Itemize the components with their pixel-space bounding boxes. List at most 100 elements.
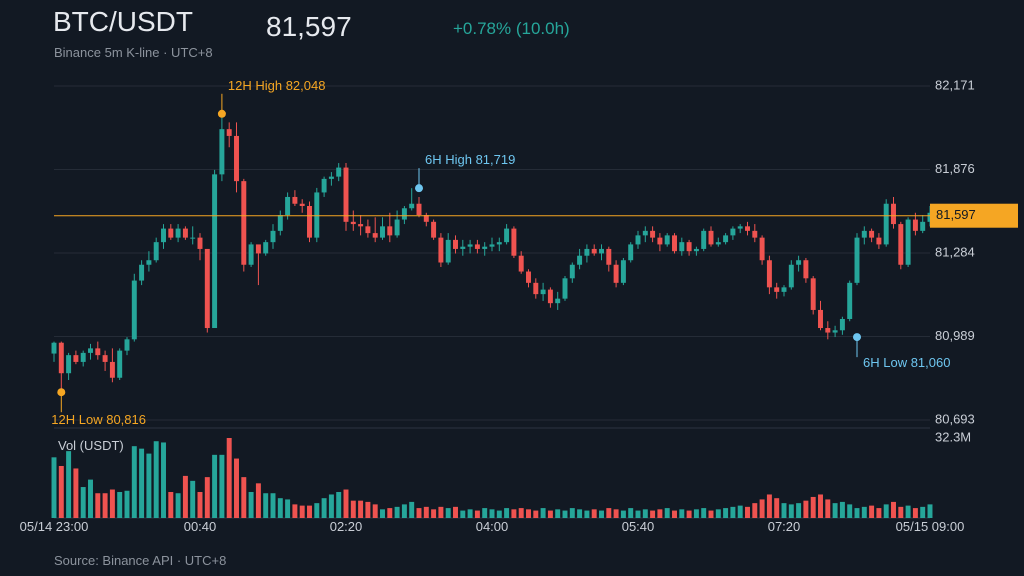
- candle-body: [869, 230, 875, 238]
- volume-bar: [547, 510, 553, 518]
- candle-body: [423, 215, 429, 222]
- candle-body: [577, 255, 583, 265]
- candle-body: [139, 264, 145, 281]
- volume-bar: [350, 500, 356, 518]
- candle-body: [263, 242, 269, 254]
- volume-bar: [701, 508, 707, 518]
- candle-body: [774, 287, 780, 292]
- candle-body: [920, 221, 926, 231]
- candle-body: [642, 230, 648, 236]
- candle-body: [102, 355, 108, 362]
- current-price-label: 81,597: [936, 207, 976, 222]
- candle-body: [270, 230, 276, 243]
- volume-bar: [708, 510, 714, 518]
- volume-bar: [591, 509, 597, 518]
- candle-body: [686, 242, 692, 252]
- chart-subtitle: Binance 5m K-line · UTC+8: [54, 45, 213, 60]
- candle-body: [818, 309, 823, 329]
- volume-bar: [686, 510, 692, 518]
- candle-body: [314, 192, 320, 238]
- volume-bar: [394, 506, 400, 518]
- volume-bar: [832, 503, 838, 518]
- candle-body: [766, 260, 772, 288]
- volume-bar: [190, 480, 196, 518]
- volume-bar: [292, 504, 298, 518]
- y-tick-label: 80,989: [935, 328, 975, 343]
- volume-bar: [496, 510, 502, 518]
- volume-bar: [372, 504, 378, 518]
- candle-body: [292, 196, 298, 204]
- candle-body: [190, 237, 196, 239]
- y-tick-label: 81,876: [935, 161, 975, 176]
- volume-bar: [620, 510, 626, 518]
- volume-bar: [569, 508, 575, 518]
- volume-bar: [175, 493, 181, 518]
- volume-bar: [336, 491, 342, 518]
- candle-body: [336, 167, 342, 177]
- candle-body: [533, 282, 539, 295]
- annotation-marker: [57, 388, 66, 397]
- candle-body: [394, 219, 400, 236]
- volume-bar: [248, 491, 254, 518]
- x-tick-label: 05:40: [622, 519, 655, 534]
- volume-bar: [182, 475, 188, 518]
- volume-bar: [584, 510, 590, 518]
- volume-bar: [285, 499, 291, 518]
- volume-bar: [825, 499, 831, 518]
- candle-body: [518, 255, 524, 272]
- volume-bar: [460, 510, 466, 518]
- candle-body: [175, 228, 181, 238]
- volume-bar: [197, 491, 203, 518]
- volume-bar: [518, 508, 524, 518]
- volume-bar: [453, 506, 458, 518]
- volume-bar: [153, 441, 159, 518]
- volume-bar: [854, 508, 860, 518]
- candle-body: [496, 242, 502, 245]
- volume-bar: [168, 491, 174, 518]
- volume-bar: [723, 508, 729, 518]
- volume-bar: [511, 509, 517, 518]
- candle-body: [569, 264, 575, 279]
- axes: 82,171 81,876 81,284 80,989 80,693 Vol (USDT)…: [20, 77, 975, 534]
- candle-body: [255, 244, 261, 254]
- volume-bar: [869, 505, 875, 518]
- candle-body: [825, 328, 831, 333]
- volume-bar: [745, 506, 750, 518]
- candle-body: [759, 237, 765, 261]
- volume-bar: [314, 503, 320, 518]
- volume-bar: [599, 510, 604, 518]
- candle-body: [788, 264, 794, 288]
- candle-body: [117, 350, 123, 378]
- volume-bar: [219, 454, 225, 518]
- candle-body: [664, 235, 670, 245]
- volume-bar: [533, 510, 539, 518]
- volume-bar: [226, 438, 232, 518]
- volume-bar: [401, 504, 407, 518]
- volume-bar: [328, 494, 334, 518]
- candle-body: [80, 352, 86, 362]
- volume-bar: [766, 494, 772, 518]
- annotation-marker: [853, 333, 861, 342]
- volume-bar: [657, 509, 663, 518]
- volume-bar: [80, 487, 86, 518]
- candle-body: [591, 248, 597, 254]
- candles: [51, 113, 933, 393]
- volume-bar: [920, 506, 926, 518]
- x-tick-label: 00:40: [184, 519, 217, 534]
- candle-body: [657, 237, 663, 245]
- annotation-label: 6H High 81,719: [425, 152, 515, 167]
- candle-body: [460, 246, 466, 249]
- volume-bar: [416, 508, 422, 518]
- candle-body: [124, 339, 130, 351]
- candle-body: [562, 278, 568, 299]
- candle-body: [555, 298, 561, 304]
- volume-bar: [847, 504, 853, 518]
- candle-body: [781, 287, 787, 292]
- candle-body: [730, 228, 736, 236]
- candle-body: [387, 226, 393, 236]
- volume-bar: [58, 465, 64, 518]
- volume-bar: [365, 501, 371, 518]
- volume-bar: [255, 483, 261, 518]
- candle-body: [73, 355, 79, 362]
